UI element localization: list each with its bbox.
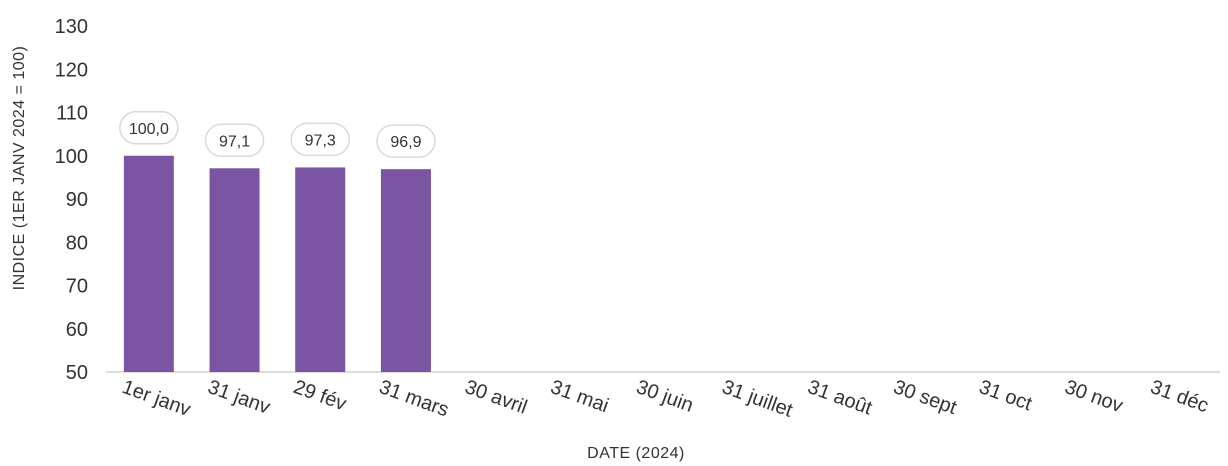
data-label-text: 97,3 [305,132,336,149]
y-tick-label: 80 [66,232,88,254]
data-label-text: 100,0 [129,121,169,138]
x-tick-label: 31 déc [1147,376,1211,417]
data-label: 100,0 [119,111,179,145]
bar[interactable] [380,169,431,372]
data-label-text: 97,1 [219,133,250,150]
y-tick-label: 60 [66,319,88,341]
data-label-pill [290,122,350,157]
data-label-text: 96,9 [390,134,421,151]
y-tick-label: 110 [56,103,88,125]
x-tick-label: 31 oct [976,376,1035,415]
y-tick-label: 100 [55,146,88,168]
data-label-pill [204,123,265,158]
y-tick-label: 70 [66,276,88,298]
x-tick-label: 30 juin [633,376,696,417]
data-label: 96,9 [376,124,436,158]
x-tick-label: 31 juillet [719,376,796,422]
bar[interactable] [209,168,260,372]
x-tick-label: 31 mai [548,376,612,417]
x-axis-label: DATE (2024) [587,445,685,462]
y-axis-label: INDICE (1ER JANV 2024 = 100) [11,46,28,291]
x-tick-label: 31 août [805,376,876,420]
x-tick-label: 30 sept [890,376,960,419]
bars [123,155,431,372]
y-axis-ticks: 50 60 70 80 90 100 110 120 130 [55,16,88,384]
y-tick-label: 50 [66,362,88,384]
bar[interactable] [123,155,174,372]
bar[interactable] [295,167,346,372]
y-tick-label: 120 [55,59,88,81]
x-tick-label: 30 nov [1062,376,1126,417]
x-tick-label: 31 mars [376,376,451,421]
data-label-pill [119,111,179,145]
data-label-pill [376,124,436,158]
x-tick-label: 1er janv [119,376,193,421]
x-axis-ticks: 1er janv 31 janv 29 fév 31 mars 30 avril 31 m… [119,376,1211,422]
y-tick-label: 130 [55,16,88,38]
data-label: 97,1 [204,123,265,158]
y-tick-label: 90 [66,189,88,211]
data-label: 97,3 [290,122,350,157]
x-tick-label: 29 fév [291,376,350,415]
x-tick-label: 30 avril [462,376,530,419]
data-labels: 100,0 97,1 97,3 96,9 [119,111,436,158]
x-tick-label: 31 janv [205,376,273,419]
